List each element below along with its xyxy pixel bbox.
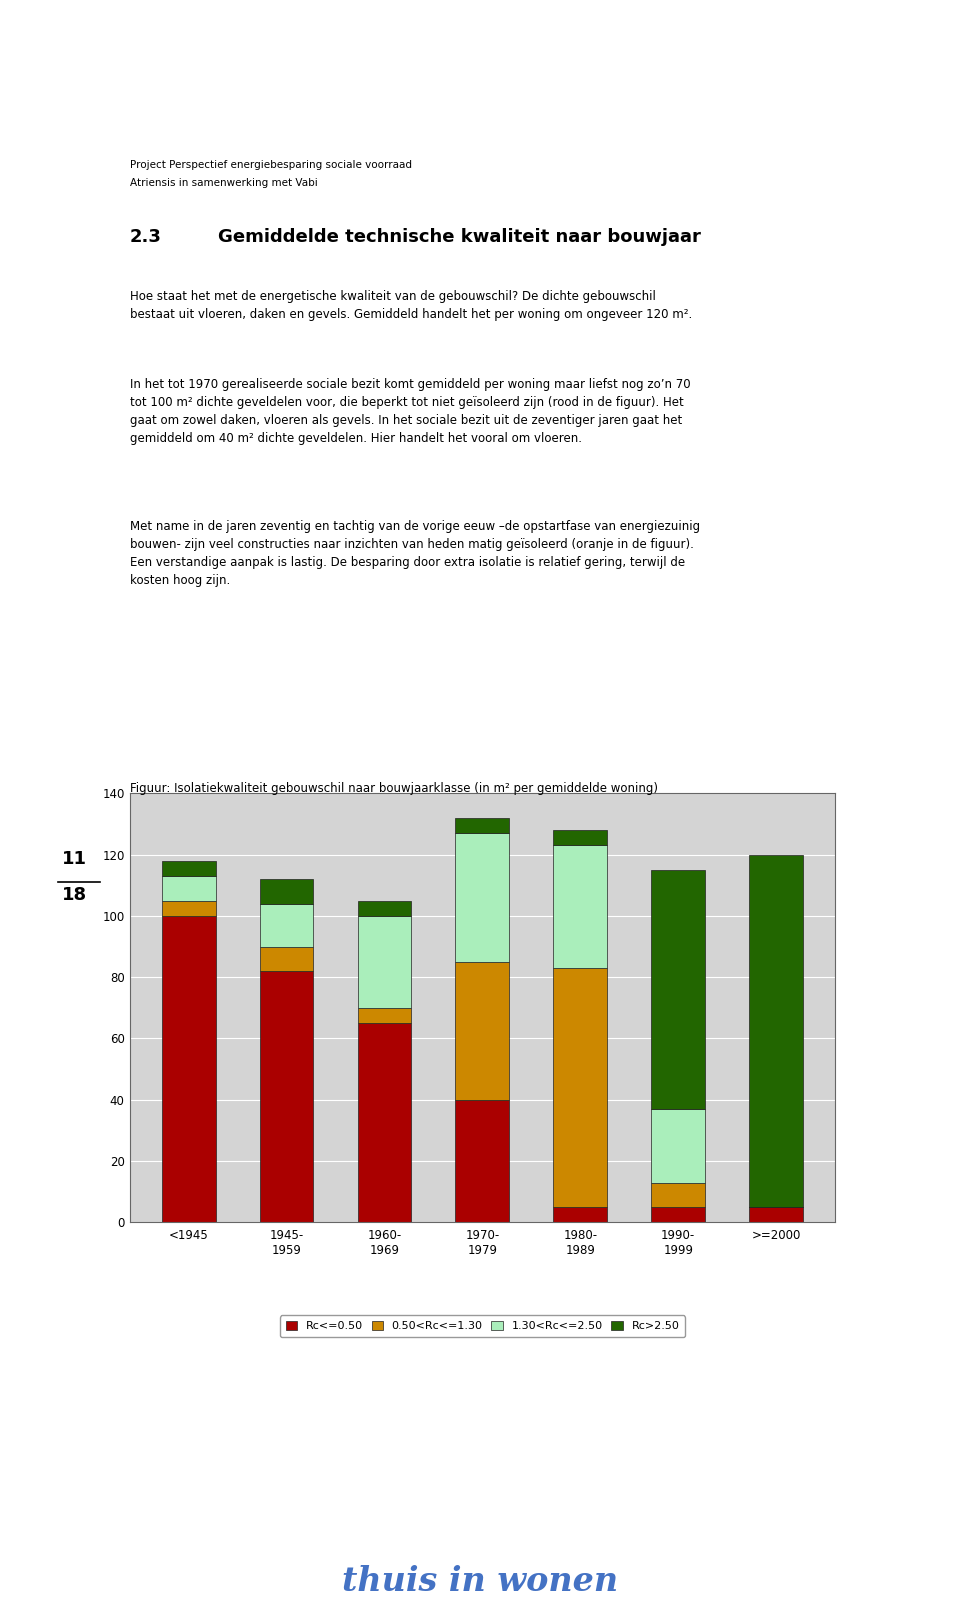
Text: In het tot 1970 gerealiseerde sociale bezit komt gemiddeld per woning maar liefs: In het tot 1970 gerealiseerde sociale be… [130, 377, 690, 445]
Bar [259, 903, 314, 947]
Text: Gemiddelde technische kwaliteit naar bouwjaar: Gemiddelde technische kwaliteit naar bou… [218, 228, 701, 246]
Bar [553, 831, 608, 845]
Bar [651, 1182, 706, 1208]
Bar [749, 855, 804, 1208]
Legend: Rc<=0.50, 0.50<Rc<=1.30, 1.30<Rc<=2.50, Rc>2.50: Rc<=0.50, 0.50<Rc<=1.30, 1.30<Rc<=2.50, … [280, 1315, 684, 1337]
Bar [455, 818, 510, 834]
Bar [357, 1007, 412, 1023]
Text: Met name in de jaren zeventig en tachtig van de vorige eeuw –de opstartfase van : Met name in de jaren zeventig en tachtig… [130, 520, 700, 588]
Bar [357, 1023, 412, 1222]
Bar [161, 861, 216, 876]
Bar [553, 968, 608, 1208]
Text: Hoe staat het met de energetische kwaliteit van de gebouwschil? De dichte gebouw: Hoe staat het met de energetische kwalit… [130, 290, 692, 321]
Text: Project Perspectief energiebesparing sociale voorraad: Project Perspectief energiebesparing soc… [130, 160, 412, 170]
Text: 11: 11 [62, 850, 87, 868]
Text: 2.3: 2.3 [130, 228, 162, 246]
Bar [553, 1208, 608, 1222]
Bar [651, 869, 706, 1109]
Bar [259, 947, 314, 971]
Text: Figuur: Isolatiekwaliteit gebouwschil naar bouwjaarklasse (in m² per gemiddelde : Figuur: Isolatiekwaliteit gebouwschil na… [130, 782, 658, 795]
Bar [749, 1208, 804, 1222]
Bar [553, 845, 608, 968]
Bar [161, 916, 216, 1222]
Bar [259, 971, 314, 1222]
Text: thuis in wonen: thuis in wonen [342, 1566, 618, 1598]
Bar [161, 900, 216, 916]
Bar [259, 879, 314, 903]
Text: 18: 18 [62, 886, 87, 903]
Bar [455, 834, 510, 962]
Bar [455, 1099, 510, 1222]
Bar [161, 876, 216, 900]
Bar [357, 900, 412, 916]
Bar [651, 1208, 706, 1222]
Bar [357, 916, 412, 1007]
Text: Atriensis in samenwerking met Vabi: Atriensis in samenwerking met Vabi [130, 178, 318, 188]
Bar [651, 1109, 706, 1182]
Bar [455, 962, 510, 1099]
